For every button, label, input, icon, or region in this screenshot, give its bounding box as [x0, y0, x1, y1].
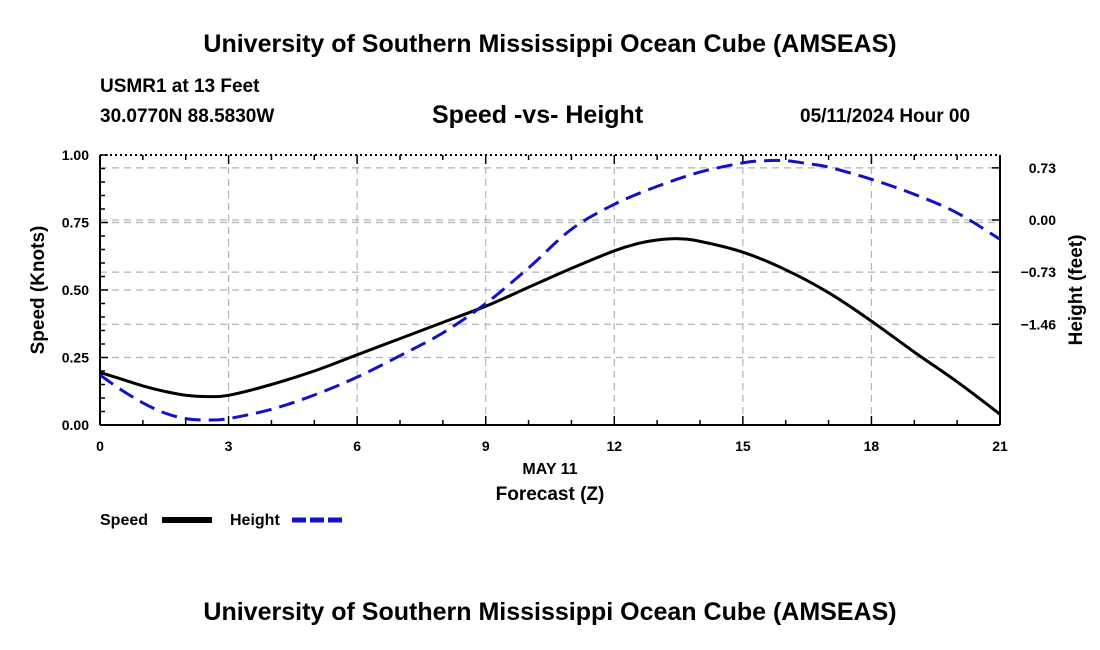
- coordinates-label: 30.0770N 88.5830W: [100, 106, 275, 127]
- y-tick-label: 0.75: [62, 215, 89, 231]
- labels-layer: 0 3 6 9 12 15 18 21 0.00 0.25 0.50 0.75 1.00 0.73 0.00…: [28, 147, 1087, 505]
- legend-label-speed: Speed: [100, 512, 148, 529]
- x-axis-title: Forecast (Z): [496, 484, 605, 505]
- grid-layer: [100, 155, 1000, 425]
- y2-tick-label: −1.46: [1021, 316, 1057, 332]
- forecast-datetime: 05/11/2024 Hour 00: [800, 106, 971, 127]
- height-series-line: [99, 158, 1001, 422]
- y-tick-label: 0.25: [62, 350, 89, 366]
- y-tick-label: 0.00: [62, 417, 89, 433]
- footer-title: University of Southern Mississippi Ocean…: [203, 598, 897, 626]
- y-axis-title: Speed (Knots): [28, 226, 49, 355]
- x-tick-label: 9: [482, 438, 490, 454]
- date-label: MAY 11: [522, 461, 577, 478]
- x-tick-label: 6: [353, 438, 361, 454]
- y-tick-label: 1.00: [62, 147, 89, 163]
- x-tick-label: 3: [225, 438, 233, 454]
- y2-tick-label: 0.00: [1029, 212, 1056, 228]
- x-tick-label: 18: [864, 438, 880, 454]
- series-layer: [99, 158, 1001, 422]
- x-tick-label: 0: [96, 438, 104, 454]
- station-label: USMR1 at 13 Feet: [100, 76, 260, 97]
- main-title: University of Southern Mississippi Ocean…: [203, 30, 897, 58]
- legend-label-height: Height: [230, 512, 280, 529]
- speed-series-line: [99, 237, 1001, 416]
- x-tick-label: 15: [735, 438, 751, 454]
- y-tick-label: 0.50: [62, 282, 89, 298]
- y2-tick-label: 0.73: [1029, 160, 1056, 176]
- x-tick-label: 21: [992, 438, 1008, 454]
- chart-title: Speed -vs- Height: [432, 101, 644, 129]
- x-tick-label: 12: [606, 438, 622, 454]
- axes-layer: [99, 154, 1001, 426]
- y2-axis-title: Height (feet): [1066, 235, 1087, 346]
- legend: Speed Height: [100, 512, 342, 529]
- y2-tick-label: −0.73: [1021, 264, 1057, 280]
